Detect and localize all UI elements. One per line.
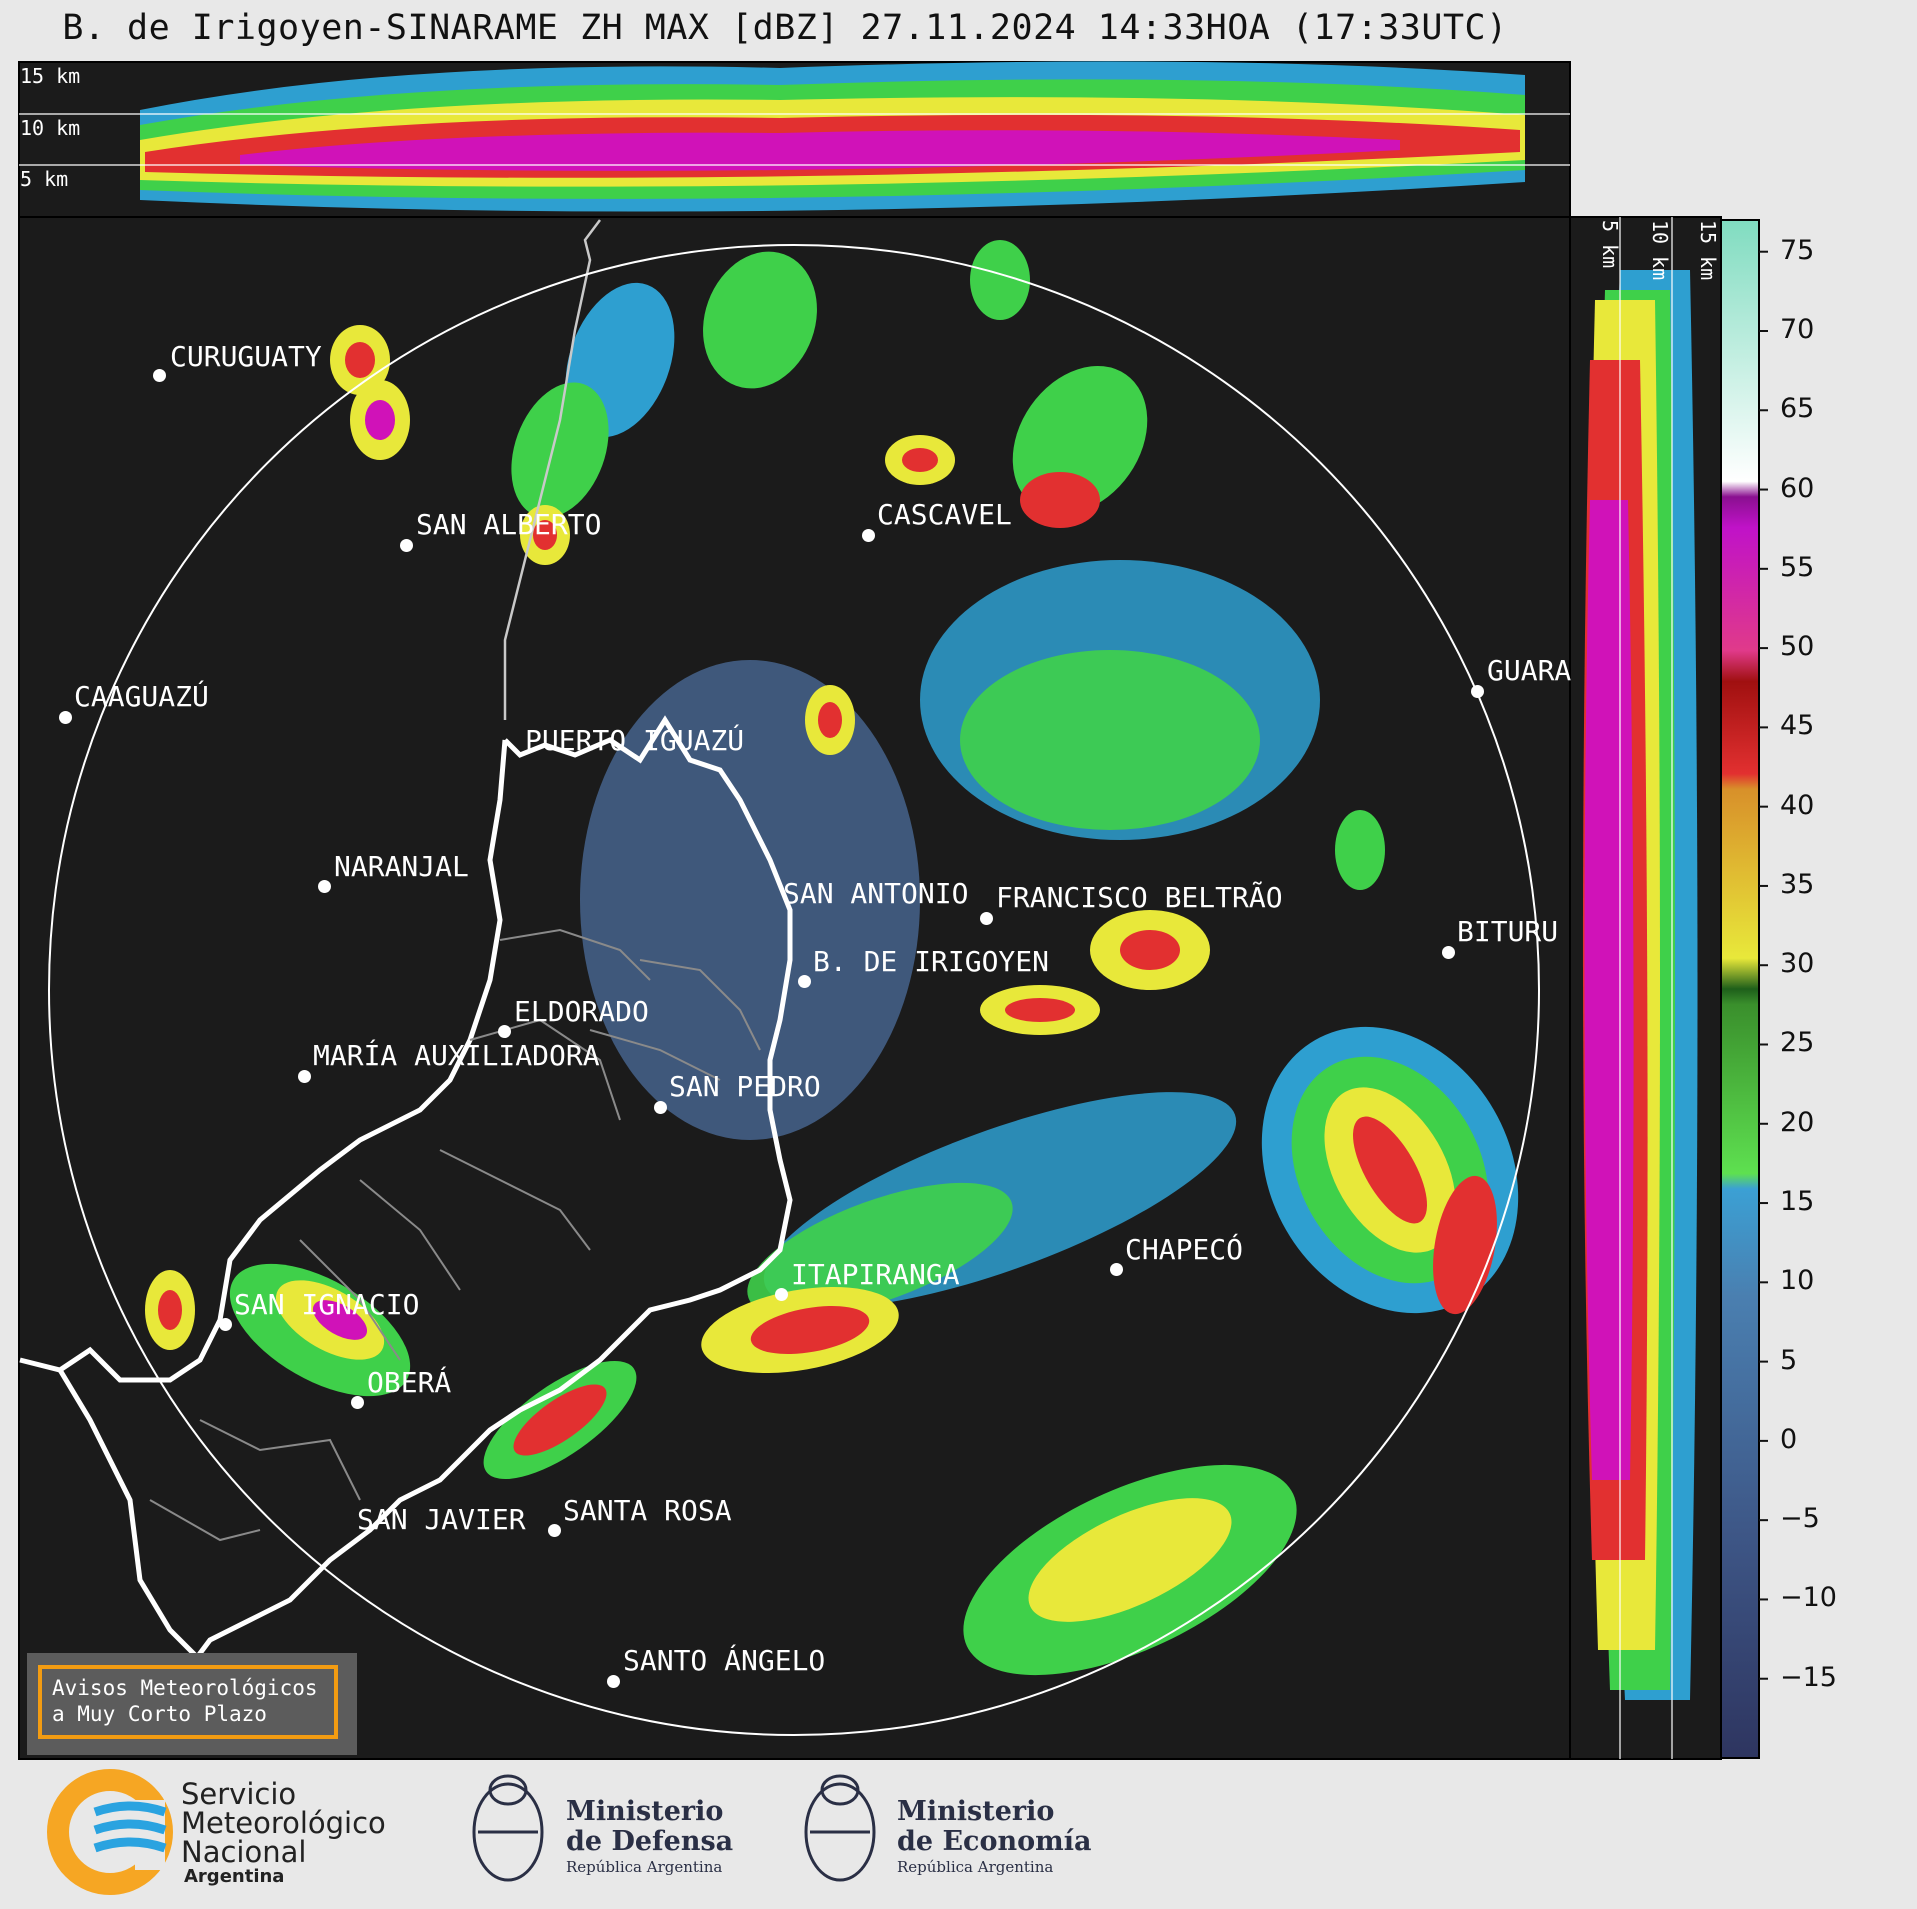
city-dot-cascavel	[862, 529, 875, 542]
range-ring	[48, 244, 1540, 1736]
top-height-label-10: 10 km	[20, 116, 81, 140]
city-label-maria-auxiliadora: MARÍA AUXILIADORA	[313, 1039, 600, 1072]
colorbar-tick-label: 15	[1780, 1186, 1815, 1218]
city-label-caaguazu: CAAGUAZÚ	[74, 680, 209, 713]
top-height-label-5: 5 km	[20, 167, 69, 191]
top-section-echoes	[140, 61, 1525, 212]
city-label-guara: GUARA	[1487, 654, 1572, 687]
city-dot-san-pedro	[654, 1101, 667, 1114]
colorbar-tick-label: 5	[1780, 1344, 1798, 1376]
city-dot-san-alberto	[400, 539, 413, 552]
city-dot-francisco-beltrao	[980, 912, 993, 925]
colorbar-tick-label: 55	[1780, 551, 1815, 583]
city-label-curuguaty: CURUGUATY	[170, 340, 322, 373]
city-dot-obera	[351, 1396, 364, 1409]
city-dot-maria-auxiliadora	[298, 1070, 311, 1083]
city-label-puerto-iguazu: PUERTO IGUAZÚ	[525, 724, 745, 757]
city-dot-itapiranga	[775, 1288, 788, 1301]
city-dot-san-ignacio	[219, 1318, 232, 1331]
economia-line-2: de Economía	[897, 1826, 1092, 1857]
side-height-label-10: 10 km	[1648, 220, 1672, 281]
colorbar-tick-label: 60	[1780, 472, 1815, 504]
city-dot-caaguazu	[59, 711, 72, 724]
city-label-san-pedro: SAN PEDRO	[669, 1070, 821, 1103]
city-label-san-antonio: SAN ANTONIO	[783, 877, 969, 910]
smn-name-line-1: Servicio	[181, 1777, 297, 1811]
city-label-b-de-irigoyen: B. DE IRIGOYEN	[813, 945, 1050, 978]
city-dot-chapeco	[1110, 1263, 1123, 1276]
city-dot-eldorado	[498, 1025, 511, 1038]
colorbar-tick-label: 30	[1780, 948, 1815, 980]
colorbar-tick-label: 50	[1780, 631, 1815, 663]
city-label-santa-rosa: SANTA ROSA	[563, 1494, 732, 1527]
smn-name-line-3: Nacional	[181, 1835, 307, 1869]
colorbar-tick-label: 0	[1780, 1423, 1798, 1455]
side-height-label-5: 5 km	[1598, 220, 1622, 269]
economia-line-1: Ministerio	[897, 1796, 1055, 1827]
city-label-chapeco: CHAPECÓ	[1125, 1233, 1244, 1266]
radar-echoes	[145, 240, 1519, 1676]
map-title: B. de Irigoyen-SINARAME ZH MAX [dBZ] 27.…	[62, 8, 1508, 48]
city-label-eldorado: ELDORADO	[514, 995, 649, 1028]
city-dot-curuguaty	[153, 369, 166, 382]
city-label-santo-angelo: SANTO ÁNGELO	[623, 1644, 826, 1677]
city-label-francisco-beltrao: FRANCISCO BELTRÃO	[996, 881, 1283, 914]
city-label-san-ignacio: SAN IGNACIO	[234, 1288, 420, 1321]
warning-line-1: Avisos Meteorológicos	[52, 1676, 318, 1700]
colorbar-tick-label: 40	[1780, 789, 1815, 821]
defensa-line-1: Ministerio	[566, 1796, 724, 1827]
colorbar-tick-label: 10	[1780, 1265, 1815, 1297]
colorbar-tick-label: 20	[1780, 1106, 1815, 1138]
colorbar-tick-label: 70	[1780, 313, 1815, 345]
colorbar-tick-label: −15	[1780, 1661, 1837, 1693]
colorbar-tick-label: 65	[1780, 393, 1815, 425]
city-label-naranjal: NARANJAL	[334, 850, 469, 883]
defensa-line-2: de Defensa	[566, 1826, 734, 1857]
smn-name-line-2: Meteorológico	[181, 1806, 386, 1840]
colorbar-tick-label: 25	[1780, 1027, 1815, 1059]
side-section-echoes	[1582, 270, 1698, 1700]
city-label-san-javier: SAN JAVIER	[357, 1503, 526, 1536]
colorbar-tick-label: −5	[1780, 1503, 1820, 1535]
city-dot-naranjal	[318, 880, 331, 893]
city-label-san-alberto: SAN ALBERTO	[416, 508, 602, 541]
colorbar-tick-label: −10	[1780, 1582, 1837, 1614]
city-label-cascavel: CASCAVEL	[877, 498, 1012, 531]
city-dot-guara	[1471, 685, 1484, 698]
top-height-label-15: 15 km	[20, 64, 81, 88]
colorbar-tick-label: 35	[1780, 868, 1815, 900]
defensa-line-3: República Argentina	[566, 1858, 723, 1876]
warning-line-2: a Muy Corto Plazo	[52, 1702, 267, 1726]
city-dot-santo-angelo	[607, 1675, 620, 1688]
colorbar-ticks	[1759, 250, 1768, 1680]
city-dot-bituru	[1442, 946, 1455, 959]
political-borders	[19, 219, 793, 1691]
colorbar	[1720, 219, 1760, 1759]
city-dot-santa-rosa	[548, 1524, 561, 1537]
city-label-bituru: BITURU	[1457, 915, 1559, 948]
side-height-label-15: 15 km	[1696, 220, 1720, 281]
city-dot-b-de-irigoyen	[798, 975, 811, 988]
colorbar-tick-label: 45	[1780, 710, 1815, 742]
city-label-itapiranga: ITAPIRANGA	[791, 1258, 960, 1291]
warning-link[interactable]: Avisos Meteorológicos a Muy Corto Plazo	[38, 1665, 338, 1739]
smn-name-line-4: Argentina	[184, 1866, 285, 1887]
economia-line-3: República Argentina	[897, 1858, 1054, 1876]
colorbar-tick-label: 75	[1780, 234, 1815, 266]
city-label-obera: OBERÁ	[367, 1366, 452, 1399]
